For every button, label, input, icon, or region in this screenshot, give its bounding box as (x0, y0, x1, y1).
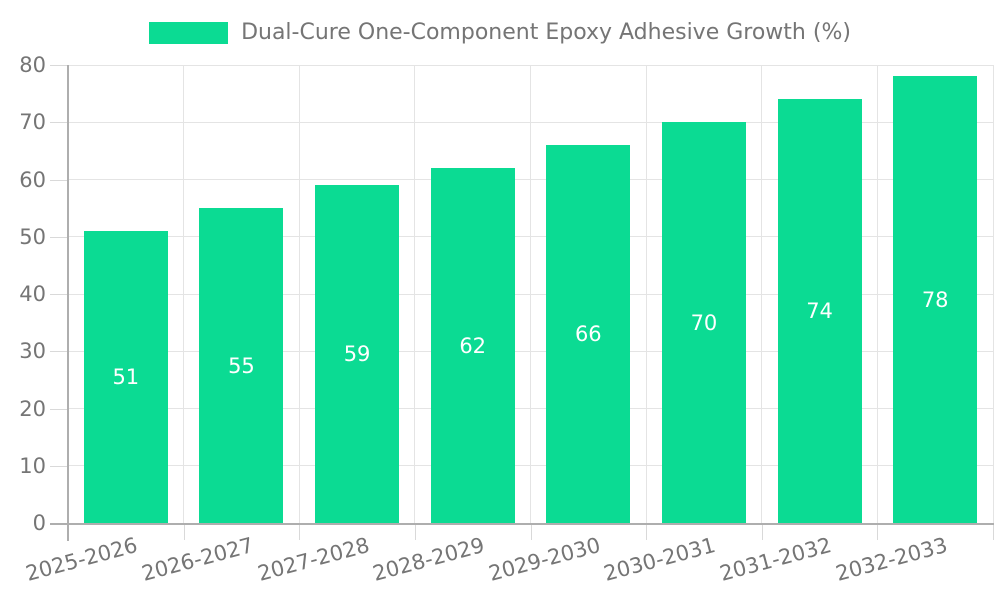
x-axis-label: 2029-2030 (486, 532, 603, 586)
bar-value-label: 70 (690, 310, 718, 335)
x-axis-tick (183, 523, 185, 540)
x-axis-tick (299, 523, 301, 540)
bar[interactable]: 55 (199, 208, 284, 523)
x-axis-tick (646, 523, 648, 540)
bar[interactable]: 59 (315, 185, 400, 523)
gridline-vertical (530, 65, 531, 523)
bar-value-label: 74 (806, 299, 833, 324)
y-axis-tick (50, 236, 68, 238)
x-axis-label: 2025-2026 (23, 532, 141, 586)
plot-area: 51 55 59 62 66 70 74 78 (68, 64, 994, 523)
bar[interactable]: 51 (83, 231, 168, 523)
y-axis-tick (50, 65, 68, 66)
bar[interactable]: 70 (661, 122, 746, 523)
y-axis-line (67, 65, 69, 541)
x-axis-tick (877, 523, 879, 540)
bar-value-label: 59 (343, 342, 371, 367)
y-axis-tick (50, 351, 68, 353)
x-axis-label: 2030-2031 (601, 532, 719, 586)
y-axis-label: 50 (19, 224, 46, 249)
bar-value-label: 51 (112, 365, 140, 390)
gridline-vertical (761, 65, 763, 523)
legend-item[interactable]: Dual-Cure One-Component Epoxy Adhesive G… (149, 20, 851, 45)
bar[interactable]: 62 (430, 168, 515, 523)
gridline-vertical (645, 65, 647, 523)
y-axis-label: 0 (32, 511, 46, 535)
x-axis-label: 2026-2027 (139, 532, 256, 586)
x-axis-tick (530, 523, 532, 540)
x-axis-tick (414, 523, 416, 540)
bar-value-label: 66 (574, 322, 602, 347)
gridline-vertical (992, 65, 994, 523)
y-axis-tick (50, 122, 68, 124)
legend-swatch-icon (149, 21, 229, 44)
bar[interactable]: 66 (546, 145, 631, 523)
legend-label: Dual-Cure One-Component Epoxy Adhesive G… (241, 20, 851, 45)
bar-value-label: 78 (921, 287, 949, 312)
x-axis-tick (761, 523, 763, 540)
bar[interactable]: 78 (893, 76, 978, 523)
legend: Dual-Cure One-Component Epoxy Adhesive G… (0, 20, 1000, 45)
x-axis-label: 2032-2033 (832, 532, 950, 586)
bar-value-label: 55 (228, 353, 255, 378)
y-axis-label: 20 (19, 396, 46, 421)
x-axis-label: 2028-2029 (370, 532, 488, 586)
gridline-vertical (414, 65, 416, 523)
x-axis-line (50, 523, 994, 525)
y-axis-tick (50, 465, 68, 467)
y-axis-tick (50, 179, 68, 181)
y-axis-label: 60 (19, 167, 46, 192)
bar-value-label: 62 (459, 333, 487, 358)
y-axis-label: 30 (19, 339, 46, 364)
gridline-vertical (298, 65, 300, 523)
gridline-vertical (183, 65, 185, 523)
x-axis-label: 2027-2028 (254, 532, 372, 586)
y-axis-label: 40 (19, 282, 46, 306)
bar[interactable]: 74 (777, 99, 862, 523)
y-axis-tick (50, 294, 68, 295)
x-axis-label: 2031-2032 (717, 532, 835, 586)
y-axis-label: 10 (19, 453, 46, 478)
y-axis-tick (50, 408, 68, 410)
y-axis-label: 80 (19, 53, 46, 77)
y-axis-label: 70 (19, 110, 46, 135)
x-axis-tick (993, 523, 994, 540)
gridline-vertical (876, 65, 878, 523)
